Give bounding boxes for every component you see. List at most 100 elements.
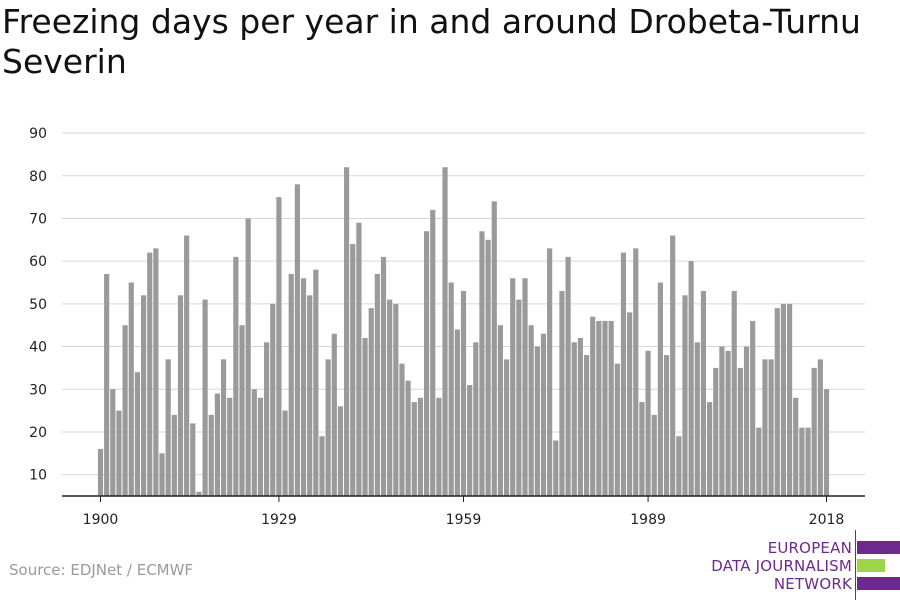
bar-1957 bbox=[448, 282, 454, 496]
bar-1978 bbox=[577, 338, 583, 496]
bar-1995 bbox=[682, 295, 688, 496]
y-tick-label: 90 bbox=[29, 126, 47, 142]
bar-1946 bbox=[380, 256, 387, 496]
bar-1973 bbox=[547, 248, 553, 496]
bar-1907 bbox=[140, 295, 147, 496]
y-tick-label: 30 bbox=[29, 382, 47, 398]
bar-1982 bbox=[602, 320, 608, 496]
page-title: Freezing days per year in and around Dro… bbox=[2, 2, 861, 81]
y-axis-labels: 10 20 30 40 50 60 70 80 90 bbox=[29, 126, 47, 484]
bar-1963 bbox=[485, 239, 491, 497]
bar-2014 bbox=[799, 427, 805, 496]
bar-1929 bbox=[276, 197, 282, 496]
bar-1941 bbox=[350, 244, 356, 496]
bar-1976 bbox=[565, 256, 571, 496]
logo-divider bbox=[855, 530, 856, 600]
bar-1933 bbox=[300, 278, 307, 496]
bar-1993 bbox=[670, 235, 676, 496]
bar-1903 bbox=[116, 410, 122, 496]
bar-1960 bbox=[467, 384, 473, 496]
bar-2013 bbox=[793, 397, 799, 496]
bar-1955 bbox=[436, 397, 442, 496]
bar-1994 bbox=[676, 436, 682, 496]
bar-1944 bbox=[368, 308, 374, 496]
y-tick-label: 10 bbox=[29, 468, 47, 484]
bar-2008 bbox=[762, 359, 768, 496]
logo-line-3: NETWORK bbox=[773, 575, 852, 593]
bar-1935 bbox=[313, 269, 319, 496]
bar-1923 bbox=[239, 325, 245, 496]
bar-1958 bbox=[454, 329, 460, 496]
bar-1924 bbox=[245, 218, 251, 496]
bar-1900 bbox=[97, 449, 104, 496]
bar-1997 bbox=[694, 342, 700, 496]
bar-2003 bbox=[731, 291, 737, 496]
bar-1956 bbox=[442, 167, 448, 496]
bar-2011 bbox=[780, 303, 787, 496]
bar-2010 bbox=[774, 308, 780, 496]
bar-1908 bbox=[147, 252, 153, 496]
bar-2016 bbox=[811, 367, 817, 496]
bar-2006 bbox=[750, 320, 756, 496]
bar-1999 bbox=[707, 402, 713, 496]
bar-1942 bbox=[356, 222, 362, 496]
bar-1931 bbox=[288, 273, 294, 496]
bar-1974 bbox=[553, 440, 559, 496]
bar-1964 bbox=[491, 201, 497, 496]
x-tick-label: 1900 bbox=[83, 512, 119, 528]
bar-1952 bbox=[417, 397, 424, 496]
bar-1983 bbox=[608, 320, 614, 496]
bar-1928 bbox=[270, 303, 276, 496]
bar-1915 bbox=[190, 423, 196, 496]
bar-1938 bbox=[331, 333, 337, 496]
bar-2015 bbox=[805, 427, 811, 496]
logo-bar-purple-top bbox=[857, 541, 900, 554]
bar-1985 bbox=[620, 252, 627, 496]
bar-1984 bbox=[614, 363, 620, 496]
bar-2018 bbox=[823, 389, 830, 496]
bar-1902 bbox=[110, 389, 116, 496]
bar-2002 bbox=[725, 350, 731, 496]
bar-2004 bbox=[737, 367, 743, 496]
bar-1969 bbox=[522, 278, 528, 496]
bar-1920 bbox=[220, 359, 227, 496]
bar-1951 bbox=[411, 402, 417, 496]
bar-1971 bbox=[534, 346, 540, 496]
bar-1949 bbox=[399, 363, 405, 496]
bar-1916 bbox=[196, 491, 202, 496]
bar-1965 bbox=[497, 325, 503, 496]
logo-line-1: EUROPEAN bbox=[767, 539, 852, 557]
bar-1959 bbox=[460, 291, 467, 496]
bar-1914 bbox=[184, 235, 190, 496]
bar-1909 bbox=[153, 248, 159, 496]
bar-1950 bbox=[405, 380, 411, 496]
bar-1998 bbox=[700, 291, 707, 496]
bar-1992 bbox=[663, 355, 670, 496]
x-tick-label: 1959 bbox=[446, 512, 482, 528]
bar-1904 bbox=[122, 325, 128, 496]
logo-line-2: DATA JOURNALISM bbox=[711, 557, 852, 575]
y-tick-label: 60 bbox=[29, 254, 47, 270]
bar-1975 bbox=[559, 291, 565, 496]
y-tick-label: 40 bbox=[29, 340, 47, 356]
bar-1968 bbox=[516, 299, 522, 496]
bar-1962 bbox=[479, 231, 485, 496]
bar-1912 bbox=[171, 414, 177, 496]
logo-bar-purple-bottom bbox=[857, 577, 900, 590]
bar-1922 bbox=[233, 256, 239, 496]
bar-1966 bbox=[503, 359, 510, 496]
x-tick-label: 1989 bbox=[630, 512, 666, 528]
bar-1967 bbox=[510, 278, 516, 496]
bar-1921 bbox=[227, 397, 233, 496]
bar-1986 bbox=[627, 312, 633, 496]
bar-1943 bbox=[362, 338, 368, 496]
bar-1996 bbox=[688, 261, 694, 496]
bar-2001 bbox=[719, 346, 725, 496]
bar-1925 bbox=[251, 389, 257, 496]
bar-2007 bbox=[756, 427, 762, 496]
x-axis-labels: 1900 1929 1959 1989 2018 bbox=[83, 496, 844, 528]
bar-1948 bbox=[393, 303, 399, 496]
bar-1972 bbox=[540, 333, 547, 496]
bar-1918 bbox=[208, 414, 214, 496]
